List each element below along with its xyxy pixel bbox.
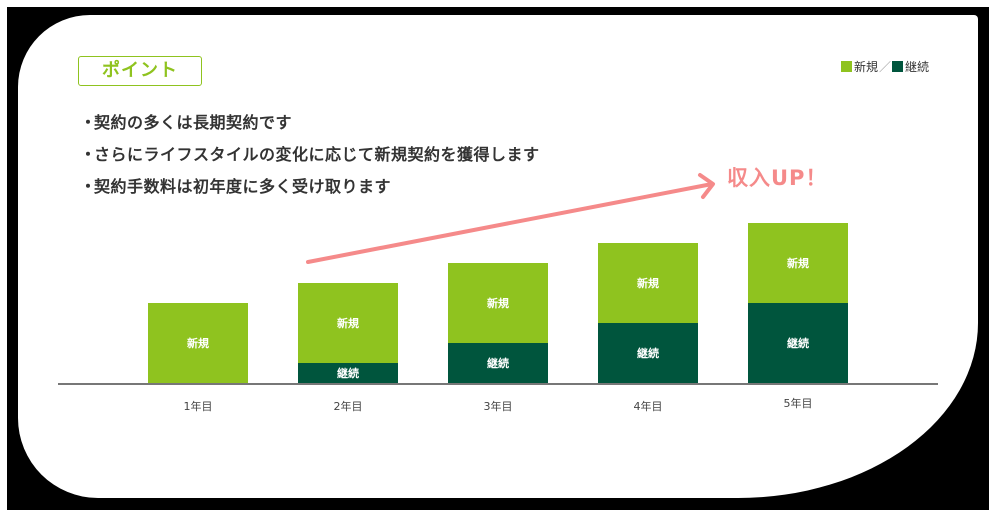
x-axis-line: [58, 383, 938, 385]
bar-segment-continuing: 継続: [298, 363, 398, 383]
bullet-list: ・契約の多くは長期契約です ・さらにライフスタイルの変化に応じて新規契約を獲得し…: [80, 112, 540, 208]
legend-label-continuing: 継続: [905, 60, 930, 74]
bar-segment-new: 新規: [748, 223, 848, 303]
chart-legend: 新規 ／ 継続: [841, 58, 929, 75]
bar-segment-new: 新規: [298, 283, 398, 363]
point-heading: ポイント: [78, 56, 202, 86]
bar-2: 新規 継続: [298, 283, 398, 383]
bullet-text: 契約の多くは長期契約です: [94, 113, 293, 132]
bar-1: 新規: [148, 303, 248, 383]
bar-segment-new: 新規: [148, 303, 248, 383]
revenue-up-label: 収入UP！: [727, 166, 828, 190]
x-axis-label: 5年目: [783, 397, 813, 410]
bar-segment-continuing: 継続: [448, 343, 548, 383]
bullet-item: ・契約手数料は初年度に多く受け取ります: [80, 176, 540, 208]
bar-segment-continuing: 継続: [748, 303, 848, 383]
bar-segment-continuing: 継続: [598, 323, 698, 383]
bullet-item: ・契約の多くは長期契約です: [80, 112, 540, 144]
x-axis-label: 4年目: [633, 400, 663, 413]
x-axis-label: 1年目: [183, 400, 213, 413]
bar-4: 新規 継続: [598, 243, 698, 383]
legend-swatch-new: [841, 61, 852, 72]
bar-segment-new: 新規: [448, 263, 548, 343]
legend-label-new: 新規: [854, 60, 879, 74]
bullet-text: 契約手数料は初年度に多く受け取ります: [94, 177, 392, 196]
bullet-marker: ・: [80, 145, 97, 164]
legend-swatch-continuing: [892, 61, 904, 72]
x-axis-label: 2年目: [333, 400, 363, 413]
bullet-marker: ・: [80, 177, 97, 196]
x-axis-label: 3年目: [483, 400, 513, 413]
bar-3: 新規 継続: [448, 263, 548, 383]
bar-segment-new: 新規: [598, 243, 698, 323]
bar-5: 新規 継続: [748, 223, 848, 383]
bullet-item: ・さらにライフスタイルの変化に応じて新規契約を獲得します: [80, 144, 540, 176]
legend-separator: ／: [879, 60, 892, 74]
bullet-text: さらにライフスタイルの変化に応じて新規契約を獲得します: [94, 145, 540, 164]
bullet-marker: ・: [80, 113, 97, 132]
